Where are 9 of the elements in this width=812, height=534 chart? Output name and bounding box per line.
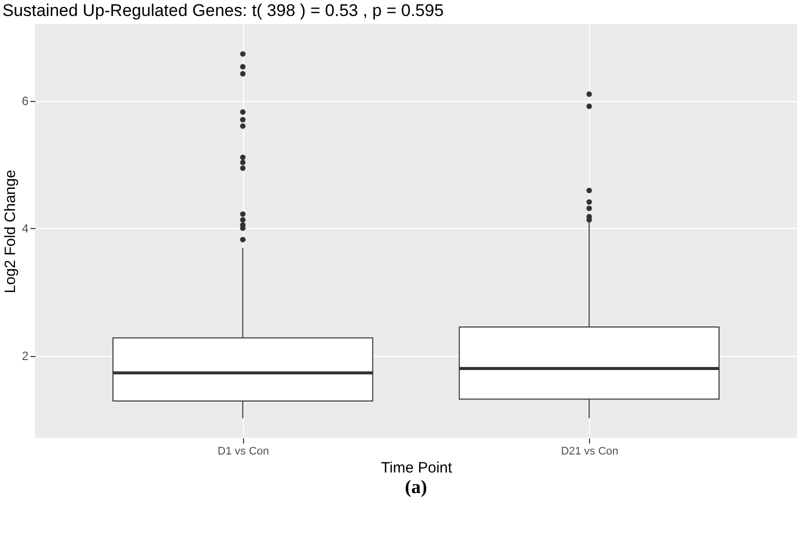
y-axis-title: Log2 Fold Change bbox=[2, 170, 19, 294]
y-tick-label: 6 bbox=[22, 94, 29, 108]
y-tick-label: 4 bbox=[22, 222, 29, 236]
chart-title: Sustained Up-Regulated Genes: t( 398 ) = 0.53 , p = 0.595 bbox=[2, 1, 444, 20]
x-axis-title: Time Point bbox=[380, 460, 453, 476]
x-tick-label: D1 vs Con bbox=[218, 446, 269, 458]
y-tick-label: 2 bbox=[22, 349, 29, 364]
text: (a) bbox=[404, 477, 428, 498]
x-tick-label: D21 vs Con bbox=[560, 446, 618, 458]
